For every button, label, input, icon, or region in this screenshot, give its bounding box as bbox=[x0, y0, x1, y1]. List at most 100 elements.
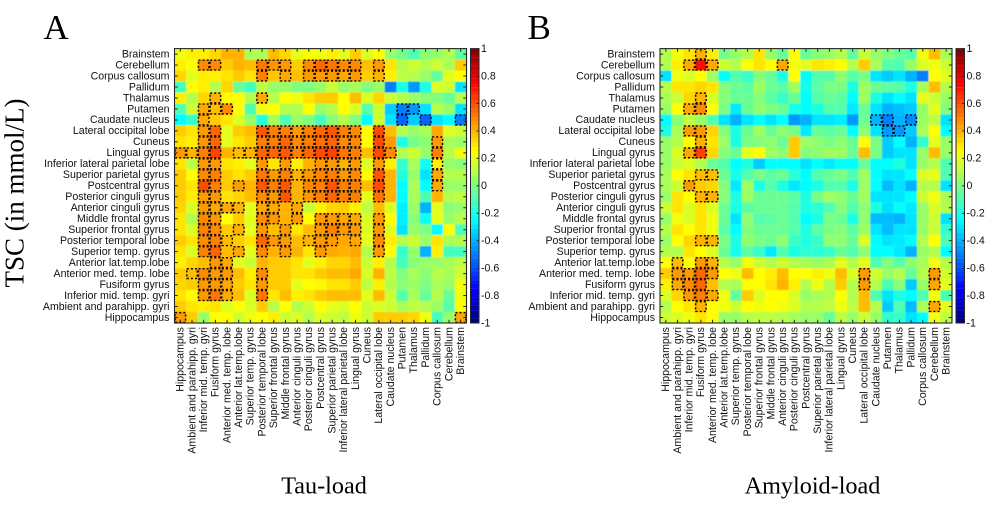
svg-text:Posterior cinguli gyrus: Posterior cinguli gyrus bbox=[303, 327, 315, 431]
svg-text:Lingual gyrus: Lingual gyrus bbox=[106, 147, 169, 159]
svg-text:Putamen: Putamen bbox=[397, 327, 409, 370]
svg-text:Brainstem: Brainstem bbox=[455, 327, 467, 375]
svg-text:-0.6: -0.6 bbox=[967, 262, 985, 274]
svg-text:Putamen: Putamen bbox=[613, 103, 656, 115]
svg-text:A: A bbox=[44, 8, 70, 47]
svg-text:1: 1 bbox=[481, 43, 487, 55]
svg-text:Ambient and parahipp. gyri: Ambient and parahipp. gyri bbox=[672, 327, 684, 454]
svg-text:0.8: 0.8 bbox=[481, 70, 496, 82]
svg-text:-1: -1 bbox=[967, 317, 977, 329]
svg-text:0.6: 0.6 bbox=[481, 98, 496, 110]
svg-text:0: 0 bbox=[481, 180, 487, 192]
svg-text:Hippocampus: Hippocampus bbox=[105, 312, 170, 324]
svg-text:Putamen: Putamen bbox=[882, 327, 894, 370]
svg-text:Anterior cinguli gyrus: Anterior cinguli gyrus bbox=[777, 327, 789, 426]
svg-text:Superior frontal gyrus: Superior frontal gyrus bbox=[754, 327, 766, 428]
svg-text:Pallidum: Pallidum bbox=[614, 81, 655, 93]
svg-text:Lateral occipital lobe: Lateral occipital lobe bbox=[558, 125, 655, 137]
svg-text:Caudate nucleus: Caudate nucleus bbox=[90, 114, 170, 126]
svg-text:Middle frontal gyrus: Middle frontal gyrus bbox=[563, 213, 655, 225]
svg-text:0.2: 0.2 bbox=[481, 153, 496, 165]
svg-text:Anterior med. temp. lobe: Anterior med. temp. lobe bbox=[539, 268, 655, 280]
svg-text:Brainstem: Brainstem bbox=[607, 48, 655, 60]
svg-text:Middle frontal gyrus: Middle frontal gyrus bbox=[280, 327, 292, 419]
svg-text:TSC (in mmol/L): TSC (in mmol/L) bbox=[0, 99, 30, 288]
svg-text:Lingual gyrus: Lingual gyrus bbox=[350, 327, 362, 390]
svg-text:Brainstem: Brainstem bbox=[122, 48, 170, 60]
svg-text:Fusiform gyrus: Fusiform gyrus bbox=[210, 327, 222, 397]
svg-text:Inferior mid. temp. gyri: Inferior mid. temp. gyri bbox=[64, 290, 169, 302]
svg-text:-0.8: -0.8 bbox=[481, 290, 499, 302]
svg-text:Anterior cinguli gyrus: Anterior cinguli gyrus bbox=[71, 202, 170, 214]
svg-text:Cuneus: Cuneus bbox=[362, 327, 374, 364]
svg-text:Superior parietal gyrus: Superior parietal gyrus bbox=[326, 327, 338, 434]
svg-text:Cuneus: Cuneus bbox=[618, 136, 655, 148]
svg-text:Ambient and parahipp. gyri: Ambient and parahipp. gyri bbox=[186, 327, 198, 454]
svg-text:Ambient and parahipp. gyri: Ambient and parahipp. gyri bbox=[528, 301, 655, 313]
svg-text:Inferior mid. temp. gyri: Inferior mid. temp. gyri bbox=[198, 327, 210, 432]
svg-text:Hippocampus: Hippocampus bbox=[660, 327, 672, 392]
svg-text:0.4: 0.4 bbox=[481, 125, 496, 137]
svg-text:-1: -1 bbox=[481, 317, 491, 329]
svg-text:Cuneus: Cuneus bbox=[847, 327, 859, 364]
svg-text:1: 1 bbox=[967, 43, 973, 55]
svg-text:Thalamus: Thalamus bbox=[408, 327, 420, 374]
svg-text:Caudate nucleus: Caudate nucleus bbox=[385, 327, 397, 407]
svg-text:-0.2: -0.2 bbox=[481, 208, 499, 220]
svg-text:Superior parietal gyrus: Superior parietal gyrus bbox=[548, 169, 655, 181]
svg-text:Superior parietal gyrus: Superior parietal gyrus bbox=[63, 169, 170, 181]
svg-text:Fusiform gyrus: Fusiform gyrus bbox=[585, 279, 655, 291]
svg-text:-0.4: -0.4 bbox=[481, 235, 499, 247]
svg-text:Putamen: Putamen bbox=[127, 103, 170, 115]
svg-text:0.2: 0.2 bbox=[967, 153, 982, 165]
svg-text:Posterior cinguli gyrus: Posterior cinguli gyrus bbox=[65, 191, 169, 203]
svg-text:Cerebellum: Cerebellum bbox=[601, 59, 655, 71]
svg-text:Cerebellum: Cerebellum bbox=[929, 327, 941, 381]
svg-text:Brainstem: Brainstem bbox=[940, 327, 952, 375]
svg-text:Inferior mid. temp. gyri: Inferior mid. temp. gyri bbox=[550, 290, 655, 302]
svg-text:Caudate nucleus: Caudate nucleus bbox=[575, 114, 655, 126]
svg-text:Pallidum: Pallidum bbox=[129, 81, 170, 93]
svg-text:Inferior lateral parietal lobe: Inferior lateral parietal lobe bbox=[530, 158, 656, 170]
svg-text:Postcentral gyrus: Postcentral gyrus bbox=[573, 180, 655, 192]
svg-text:Superior parietal gyrus: Superior parietal gyrus bbox=[812, 327, 824, 434]
svg-text:Anterior med. temp. lobe: Anterior med. temp. lobe bbox=[707, 327, 719, 443]
svg-text:Postcentral gyrus: Postcentral gyrus bbox=[800, 327, 812, 409]
svg-text:Thalamus: Thalamus bbox=[608, 92, 655, 104]
svg-text:Fusiform gyrus: Fusiform gyrus bbox=[99, 279, 169, 291]
svg-text:Thalamus: Thalamus bbox=[894, 327, 906, 374]
svg-text:Superior frontal gyrus: Superior frontal gyrus bbox=[554, 224, 655, 236]
svg-text:Ambient and parahipp. gyri: Ambient and parahipp. gyri bbox=[43, 301, 170, 313]
svg-text:Cuneus: Cuneus bbox=[133, 136, 170, 148]
svg-text:Anterior med. temp. lobe: Anterior med. temp. lobe bbox=[54, 268, 170, 280]
svg-text:Hippocampus: Hippocampus bbox=[590, 312, 655, 324]
svg-text:Middle frontal gyrus: Middle frontal gyrus bbox=[77, 213, 169, 225]
svg-text:Posterior cinguli gyrus: Posterior cinguli gyrus bbox=[551, 191, 655, 203]
svg-text:Caudate nucleus: Caudate nucleus bbox=[870, 327, 882, 407]
svg-text:0: 0 bbox=[967, 180, 973, 192]
svg-text:Posterior temporal lobe: Posterior temporal lobe bbox=[256, 327, 268, 437]
svg-text:Corpus callosum: Corpus callosum bbox=[576, 70, 655, 82]
svg-text:Postcentral gyrus: Postcentral gyrus bbox=[88, 180, 170, 192]
svg-text:-0.4: -0.4 bbox=[967, 235, 985, 247]
svg-text:-0.8: -0.8 bbox=[967, 290, 985, 302]
svg-text:Anterior lat.temp.lobe: Anterior lat.temp.lobe bbox=[69, 257, 170, 269]
svg-text:Corpus callosum: Corpus callosum bbox=[91, 70, 170, 82]
svg-text:Hippocampus: Hippocampus bbox=[175, 327, 187, 392]
svg-text:Pallidum: Pallidum bbox=[905, 327, 917, 368]
svg-text:Anterior cinguli gyrus: Anterior cinguli gyrus bbox=[556, 202, 655, 214]
svg-text:Inferior lateral parietal lobe: Inferior lateral parietal lobe bbox=[338, 327, 350, 453]
svg-text:0.8: 0.8 bbox=[967, 70, 982, 82]
svg-text:Anterior lat.temp.lobe: Anterior lat.temp.lobe bbox=[554, 257, 655, 269]
svg-text:0.4: 0.4 bbox=[967, 125, 982, 137]
svg-text:B: B bbox=[528, 8, 551, 47]
svg-text:Cerebellum: Cerebellum bbox=[115, 59, 169, 71]
svg-text:Anterior cinguli gyrus: Anterior cinguli gyrus bbox=[291, 327, 303, 426]
svg-text:0.6: 0.6 bbox=[967, 98, 982, 110]
svg-text:Fusiform gyrus: Fusiform gyrus bbox=[695, 327, 707, 397]
svg-text:Lateral occipital lobe: Lateral occipital lobe bbox=[859, 327, 871, 424]
svg-text:Posterior temporal lobe: Posterior temporal lobe bbox=[742, 327, 754, 437]
svg-text:Corpus callosum: Corpus callosum bbox=[917, 327, 929, 406]
svg-text:Anterior med. temp. lobe: Anterior med. temp. lobe bbox=[221, 327, 233, 443]
svg-text:Superior frontal gyrus: Superior frontal gyrus bbox=[68, 224, 169, 236]
